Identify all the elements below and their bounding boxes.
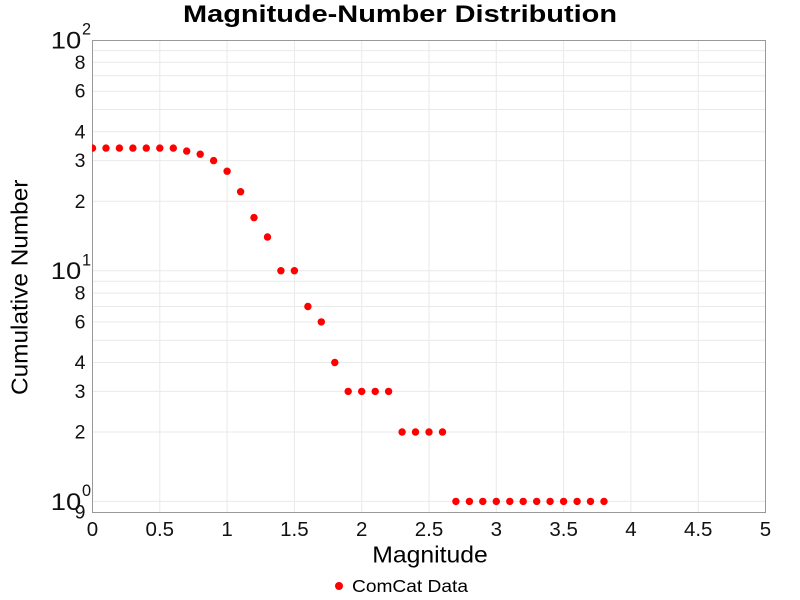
svg-text:4: 4 — [75, 121, 86, 143]
svg-text:3.5: 3.5 — [549, 518, 578, 541]
svg-text:0: 0 — [87, 518, 98, 541]
svg-text:5: 5 — [760, 518, 771, 541]
svg-text:4: 4 — [625, 518, 636, 541]
svg-text:1: 1 — [221, 518, 232, 541]
svg-text:2: 2 — [75, 422, 86, 444]
svg-text:Magnitude-Number Distribution: Magnitude-Number Distribution — [183, 1, 617, 28]
svg-text:6: 6 — [75, 311, 86, 333]
svg-text:0: 0 — [82, 482, 91, 500]
svg-text:1: 1 — [82, 251, 91, 269]
svg-text:10: 10 — [51, 489, 82, 516]
svg-text:Magnitude: Magnitude — [372, 542, 488, 568]
svg-text:9: 9 — [75, 502, 86, 524]
svg-text:8: 8 — [75, 52, 86, 74]
svg-text:10: 10 — [51, 27, 82, 54]
svg-text:4: 4 — [75, 352, 86, 374]
svg-text:8: 8 — [75, 283, 86, 305]
svg-text:2: 2 — [75, 191, 86, 213]
svg-text:6: 6 — [75, 81, 86, 103]
svg-text:2: 2 — [82, 21, 91, 39]
svg-text:3: 3 — [75, 381, 86, 403]
svg-text:3: 3 — [491, 518, 502, 541]
svg-text:1.5: 1.5 — [280, 518, 309, 541]
svg-text:Cumulative Number: Cumulative Number — [7, 179, 33, 395]
svg-text:10: 10 — [51, 258, 82, 285]
svg-text:3: 3 — [75, 150, 86, 172]
svg-text:2.5: 2.5 — [415, 518, 444, 541]
svg-text:4.5: 4.5 — [684, 518, 713, 541]
svg-text:2: 2 — [356, 518, 367, 541]
svg-text:0.5: 0.5 — [146, 518, 175, 541]
svg-text:ComCat Data: ComCat Data — [352, 576, 468, 596]
